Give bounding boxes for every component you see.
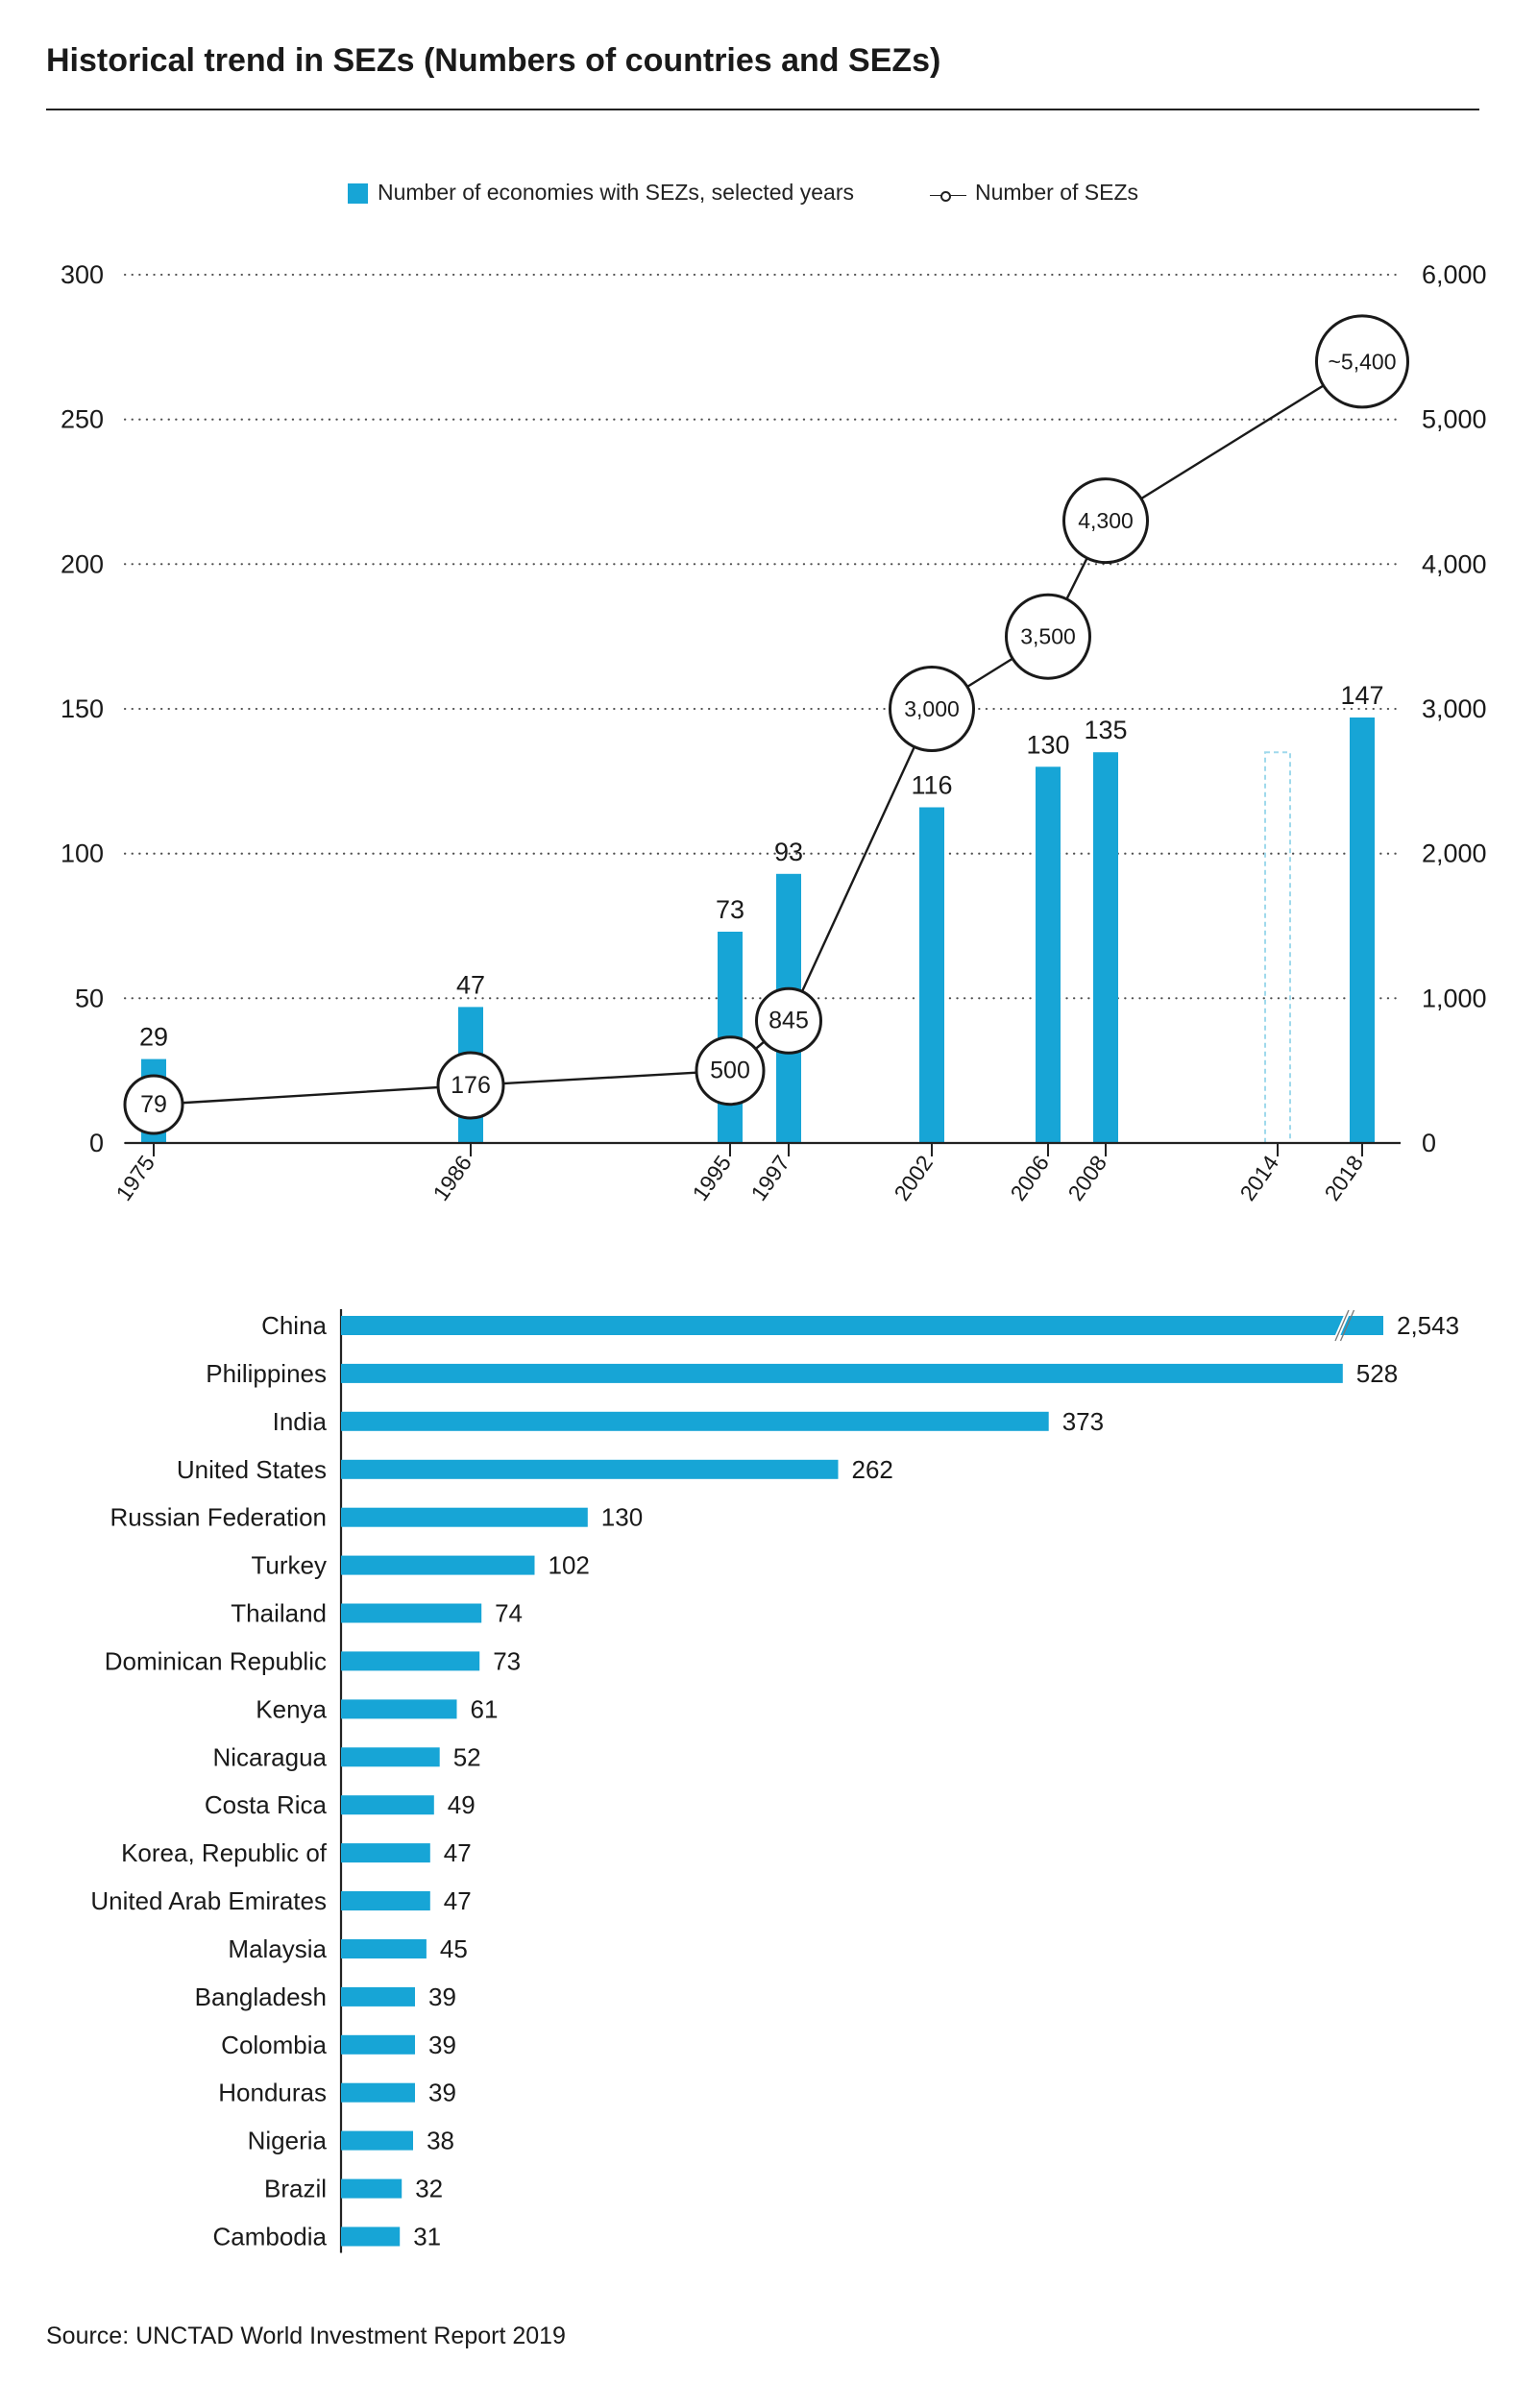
- svg-text:250: 250: [61, 405, 104, 434]
- svg-text:47: 47: [456, 970, 485, 999]
- svg-text:147: 147: [1340, 681, 1383, 710]
- svg-text:Malaysia: Malaysia: [228, 1934, 327, 1963]
- svg-text:Brazil: Brazil: [264, 2175, 327, 2203]
- svg-text:2002: 2002: [889, 1151, 938, 1205]
- svg-text:31: 31: [413, 2223, 441, 2251]
- svg-text:49: 49: [448, 1790, 476, 1819]
- svg-text:3,500: 3,500: [1020, 624, 1076, 649]
- svg-text:4,300: 4,300: [1078, 508, 1134, 533]
- svg-text:3,000: 3,000: [904, 696, 960, 721]
- svg-text:1997: 1997: [745, 1151, 794, 1205]
- svg-text:61: 61: [471, 1694, 499, 1723]
- svg-text:38: 38: [427, 2127, 454, 2155]
- svg-text:Nigeria: Nigeria: [248, 2127, 328, 2155]
- svg-text:1,000: 1,000: [1422, 984, 1487, 1012]
- svg-text:2008: 2008: [1062, 1151, 1111, 1205]
- svg-text:2014: 2014: [1234, 1151, 1283, 1205]
- svg-text:0: 0: [89, 1129, 104, 1157]
- svg-text:India: India: [273, 1407, 328, 1436]
- svg-text:Bangladesh: Bangladesh: [195, 1982, 327, 2011]
- svg-text:Thailand: Thailand: [231, 1599, 327, 1628]
- svg-text:Costa Rica: Costa Rica: [205, 1790, 328, 1819]
- svg-text:Honduras: Honduras: [218, 2079, 327, 2107]
- svg-text:47: 47: [444, 1886, 472, 1915]
- svg-text:Nicaragua: Nicaragua: [212, 1742, 327, 1771]
- svg-text:39: 39: [428, 2031, 456, 2059]
- svg-text:79: 79: [140, 1091, 167, 1118]
- svg-text:1995: 1995: [687, 1151, 736, 1205]
- svg-text:3,000: 3,000: [1422, 694, 1487, 723]
- svg-text:845: 845: [768, 1008, 809, 1034]
- svg-text:150: 150: [61, 694, 104, 723]
- svg-text:Dominican Republic: Dominican Republic: [105, 1646, 327, 1675]
- svg-text:135: 135: [1084, 716, 1127, 744]
- svg-text:52: 52: [453, 1742, 481, 1771]
- svg-text:~5,400: ~5,400: [1329, 349, 1397, 374]
- svg-text:116: 116: [911, 771, 952, 800]
- svg-text:50: 50: [75, 984, 104, 1012]
- svg-text:5,000: 5,000: [1422, 405, 1487, 434]
- svg-text:1975: 1975: [110, 1151, 159, 1205]
- svg-text:China: China: [261, 1311, 327, 1340]
- svg-text:2,543: 2,543: [1397, 1311, 1459, 1340]
- svg-text:Kenya: Kenya: [256, 1694, 327, 1723]
- svg-text:United Arab Emirates: United Arab Emirates: [90, 1886, 327, 1915]
- svg-text:130: 130: [601, 1503, 643, 1532]
- svg-text:130: 130: [1026, 730, 1069, 759]
- svg-text:47: 47: [444, 1838, 472, 1867]
- svg-text:Cambodia: Cambodia: [212, 2223, 327, 2251]
- svg-text:74: 74: [495, 1599, 523, 1628]
- svg-text:93: 93: [774, 838, 803, 866]
- svg-text:528: 528: [1356, 1359, 1398, 1388]
- svg-text:Turkey: Turkey: [252, 1551, 328, 1580]
- svg-text:4,000: 4,000: [1422, 549, 1487, 578]
- svg-text:2018: 2018: [1319, 1151, 1368, 1205]
- svg-text:1986: 1986: [427, 1151, 476, 1205]
- svg-text:2,000: 2,000: [1422, 839, 1487, 868]
- svg-text:United States: United States: [177, 1455, 327, 1484]
- svg-text:2006: 2006: [1005, 1151, 1054, 1205]
- svg-text:45: 45: [440, 1934, 468, 1963]
- svg-text:373: 373: [1062, 1407, 1104, 1436]
- svg-text:500: 500: [710, 1058, 750, 1084]
- svg-text:176: 176: [451, 1072, 491, 1099]
- svg-text:39: 39: [428, 2079, 456, 2107]
- svg-text:Korea, Republic of: Korea, Republic of: [121, 1838, 328, 1867]
- svg-text:Colombia: Colombia: [221, 2031, 327, 2059]
- svg-text:73: 73: [716, 895, 744, 924]
- svg-text:32: 32: [415, 2175, 443, 2203]
- svg-text:200: 200: [61, 549, 104, 578]
- svg-text:300: 300: [61, 260, 104, 289]
- svg-text:6,000: 6,000: [1422, 260, 1487, 289]
- svg-text:100: 100: [61, 839, 104, 868]
- svg-text:73: 73: [493, 1646, 521, 1675]
- svg-text:29: 29: [139, 1023, 168, 1052]
- svg-text:102: 102: [549, 1551, 590, 1580]
- svg-text:Russian Federation: Russian Federation: [110, 1503, 327, 1532]
- svg-text:0: 0: [1422, 1129, 1436, 1157]
- svg-text:262: 262: [852, 1455, 893, 1484]
- svg-text:39: 39: [428, 1982, 456, 2011]
- svg-text:Philippines: Philippines: [206, 1359, 327, 1388]
